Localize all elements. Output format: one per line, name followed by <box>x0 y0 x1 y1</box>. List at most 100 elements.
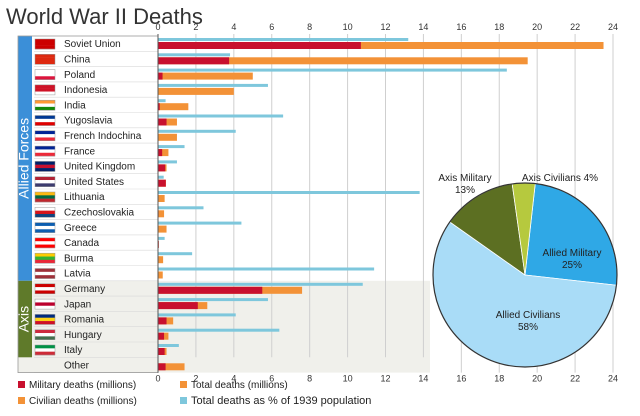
flag-stripe <box>35 222 55 227</box>
flag-icon <box>34 252 56 264</box>
flag-stripe <box>35 84 55 89</box>
flag-stripe <box>35 130 55 135</box>
x-tick-label-top: 0 <box>155 22 160 32</box>
x-tick-label-top: 6 <box>269 22 274 32</box>
x-tick-label-bottom: 4 <box>231 374 236 384</box>
flag-stripe <box>35 122 55 126</box>
flag-icon <box>34 115 56 126</box>
country-label: Soviet Union <box>64 39 121 50</box>
group-label: Allied Forces <box>16 118 32 199</box>
percent-population-bar <box>158 129 236 133</box>
x-tick-label-bottom: 8 <box>307 374 312 384</box>
x-tick-label-bottom: 0 <box>155 374 160 384</box>
percent-population-bar <box>158 175 164 179</box>
military-deaths-bar <box>158 179 166 187</box>
flag-icon <box>34 237 56 249</box>
x-tick-label-top: 12 <box>380 22 390 32</box>
flag-stripe <box>35 333 55 337</box>
x-tick-label-bottom: 2 <box>193 374 198 384</box>
pie-slice-percent: 13% <box>455 185 475 196</box>
military-deaths-bar <box>158 149 163 157</box>
x-tick-label-bottom: 14 <box>418 374 428 384</box>
percent-population-bar <box>158 99 166 103</box>
flag-stripe <box>35 164 55 169</box>
chart-title: World War II Deaths <box>6 4 203 29</box>
flag-stripe <box>35 268 55 273</box>
x-tick-label-top: 14 <box>418 22 428 32</box>
flag-stripe <box>35 76 55 80</box>
country-label: Canada <box>64 238 99 249</box>
x-tick-label-top: 24 <box>608 22 618 32</box>
flag-stripe <box>35 207 55 211</box>
flag-icon <box>34 145 56 157</box>
legend-label: Civilian deaths (millions) <box>29 396 137 407</box>
country-label: Germany <box>64 284 105 295</box>
military-deaths-bar <box>158 286 263 294</box>
country-label: Czechoslovakia <box>64 207 134 218</box>
flag-stripe <box>35 176 55 181</box>
flag-stripe <box>35 329 55 334</box>
flag-stripe <box>35 237 55 242</box>
x-tick-label-bottom: 10 <box>343 374 353 384</box>
flag-stripe <box>35 321 55 325</box>
percent-population-bar <box>158 344 179 347</box>
flag-stripe <box>35 317 55 322</box>
flag-stripe <box>35 225 55 230</box>
x-tick-label-bottom: 18 <box>494 374 504 384</box>
total-deaths-bar <box>158 103 189 111</box>
country-label: United Kingdom <box>64 162 135 173</box>
country-label: Latvia <box>64 269 91 280</box>
flag-stripe <box>35 106 55 111</box>
x-tick-label-bottom: 20 <box>532 374 542 384</box>
flag-stripe <box>35 253 55 257</box>
total-deaths-bar <box>158 42 604 49</box>
percent-population-bar <box>158 252 193 256</box>
military-deaths-bar <box>158 164 166 172</box>
flag-stripe <box>35 244 55 249</box>
flag-stripe <box>35 271 55 276</box>
x-tick-label-top: 2 <box>193 22 198 32</box>
flag-stripe <box>35 39 55 43</box>
country-label: French Indochina <box>64 131 142 142</box>
flag-stripe <box>35 118 55 123</box>
percent-population-bar <box>158 282 363 286</box>
total-deaths-bar <box>158 363 185 371</box>
percent-population-bar <box>158 160 177 164</box>
military-deaths-bar <box>158 332 165 340</box>
flag-icon <box>34 191 56 203</box>
legend-swatch <box>180 381 187 388</box>
flag-stripe <box>35 100 55 104</box>
pie-slice-label: Axis Civilians 4% <box>522 173 598 184</box>
flag-stripe <box>35 69 55 74</box>
military-deaths-bar <box>158 363 166 371</box>
total-deaths-bar <box>158 225 167 233</box>
military-deaths-bar <box>158 317 167 325</box>
percent-population-bar <box>158 221 242 225</box>
country-label: Japan <box>64 299 91 310</box>
flag-stripe <box>35 351 55 356</box>
flag-stripe <box>35 149 55 153</box>
total-deaths-bar <box>158 256 164 264</box>
legend-label: Total deaths as % of 1939 population <box>191 395 371 407</box>
country-label: Indonesia <box>64 85 108 96</box>
total-deaths-bar <box>158 149 169 157</box>
flag-stripe <box>35 192 55 196</box>
country-label: United States <box>64 177 124 188</box>
pie-outline <box>432 182 618 368</box>
country-label: Yugoslavia <box>64 116 113 127</box>
percent-population-bar <box>158 114 284 118</box>
percent-population-bar <box>158 236 165 240</box>
country-label: Burma <box>64 253 94 264</box>
pie-slice-label: Allied Military <box>543 248 602 259</box>
flag-icon <box>34 130 56 142</box>
total-deaths-bar <box>158 57 528 65</box>
country-label: Italy <box>64 345 82 356</box>
flag-stripe <box>35 195 55 199</box>
flag-icon <box>34 268 56 279</box>
x-tick-label-bottom: 24 <box>608 374 618 384</box>
legend-swatch <box>18 397 25 404</box>
flag-icon <box>34 54 56 65</box>
percent-population-bar <box>158 38 409 41</box>
percent-population-bar <box>158 83 268 87</box>
